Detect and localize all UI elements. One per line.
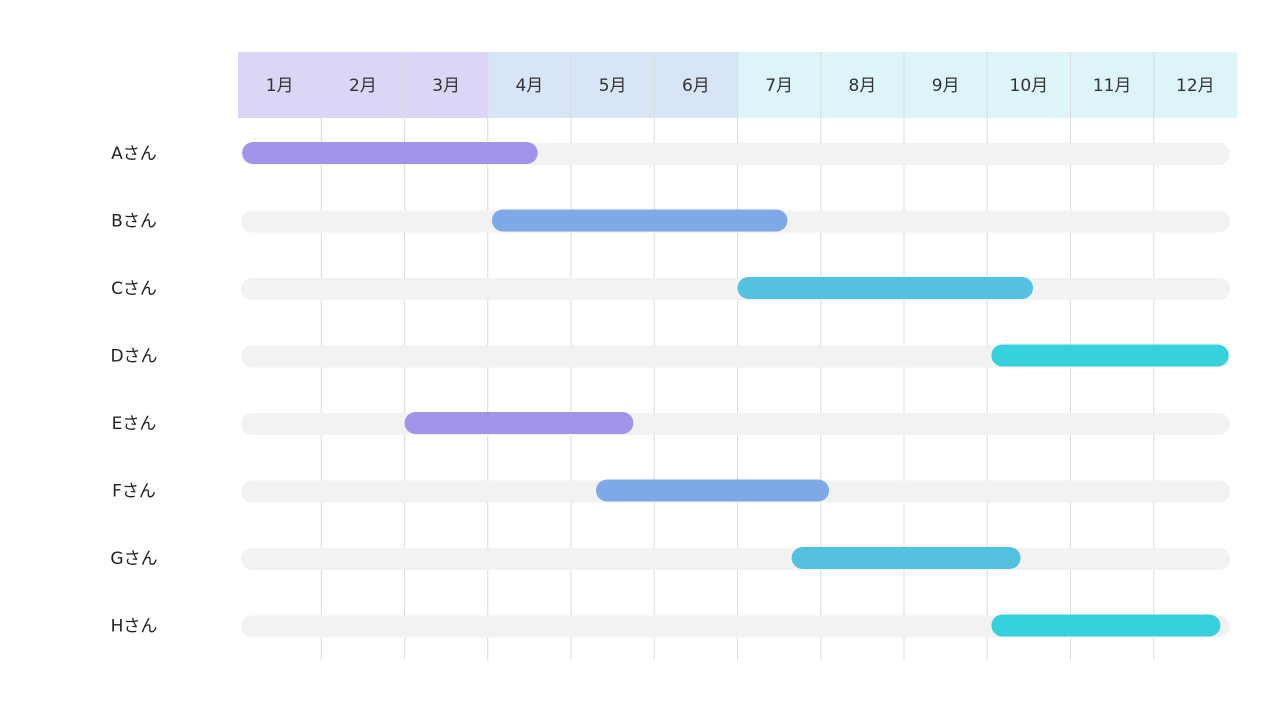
month-label: 11月: [1093, 76, 1132, 96]
task-label: Eさん: [112, 414, 157, 434]
month-header-cell: [1070, 52, 1155, 118]
task-row: Bさん: [111, 209, 1230, 233]
timeline-track: [241, 548, 1230, 570]
month-label: 9月: [932, 76, 960, 96]
month-label: 2月: [349, 76, 377, 96]
month-header: 1月 2月 3月 4月 5月 6月 7月 8月 9月 10月 11月 12月: [238, 52, 1238, 118]
month-label: 10月: [1010, 76, 1049, 96]
month-header-cell: [987, 52, 1071, 118]
task-rows: Aさん Bさん Cさん Dさん Eさん Fさん Gさん Hさん: [110, 142, 1230, 638]
month-header-cell: [321, 52, 405, 118]
task-bar[interactable]: [595, 479, 830, 502]
task-label: Cさん: [111, 279, 157, 299]
month-label: 3月: [432, 76, 460, 96]
month-label: 5月: [599, 76, 627, 96]
task-row: Eさん: [112, 412, 1230, 435]
month-header-cell: [737, 52, 822, 118]
task-label: Aさん: [111, 144, 157, 164]
timeline-track: [241, 615, 1230, 638]
task-row: Cさん: [111, 277, 1230, 300]
month-header-cell: [404, 52, 489, 118]
task-label: Fさん: [112, 482, 156, 502]
timeline-track: [241, 345, 1230, 368]
task-label: Gさん: [110, 549, 157, 569]
month-header-cell: [1153, 52, 1238, 118]
month-label: 7月: [765, 76, 793, 96]
month-header-cell: [904, 52, 988, 118]
month-label: 1月: [266, 76, 294, 96]
month-label: 4月: [515, 76, 543, 96]
task-bar[interactable]: [737, 277, 1034, 299]
task-bar[interactable]: [991, 344, 1229, 367]
timeline-track: [241, 278, 1230, 300]
month-label: 12月: [1176, 76, 1215, 96]
task-label: Dさん: [110, 347, 157, 367]
task-row: Hさん: [111, 614, 1230, 638]
task-label: Bさん: [111, 212, 157, 232]
task-bar[interactable]: [491, 209, 788, 232]
month-header-cell: [820, 52, 905, 118]
timeline-track: [241, 413, 1230, 435]
task-bar[interactable]: [242, 142, 538, 164]
task-label: Hさん: [111, 617, 158, 637]
task-bar[interactable]: [991, 614, 1221, 637]
task-row: Gさん: [110, 547, 1230, 570]
month-header-cell: [654, 52, 738, 118]
task-bar[interactable]: [404, 412, 634, 434]
month-label: 8月: [848, 76, 876, 96]
month-header-cell: [571, 52, 655, 118]
month-label: 6月: [682, 76, 710, 96]
month-header-cell: [487, 52, 572, 118]
month-header-cell: [238, 52, 322, 118]
task-row: Fさん: [112, 479, 1230, 503]
task-bar[interactable]: [791, 547, 1021, 569]
task-row: Dさん: [110, 344, 1230, 368]
task-row: Aさん: [111, 142, 1230, 165]
